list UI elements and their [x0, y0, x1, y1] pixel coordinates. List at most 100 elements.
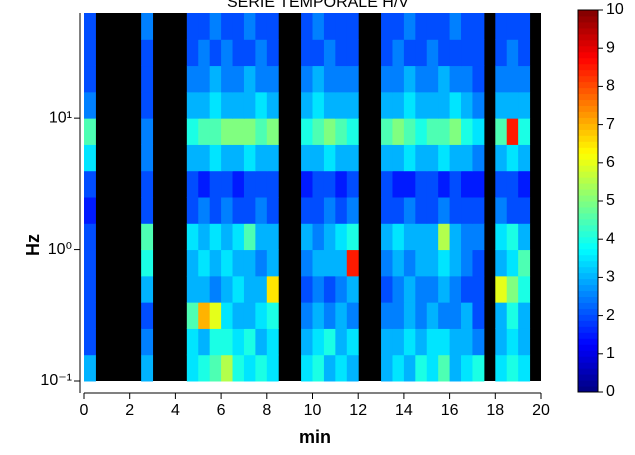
heatmap-cell — [392, 354, 405, 382]
y-axis-label: Hz — [23, 234, 43, 256]
y-tick-label: 10⁻¹ — [40, 372, 72, 389]
heatmap-cell — [141, 223, 154, 251]
heatmap-cell — [198, 144, 211, 172]
heatmap-cell — [255, 39, 268, 67]
heatmap-cell — [403, 13, 416, 40]
heatmap-cell — [403, 39, 416, 67]
heatmap-cell — [335, 354, 348, 382]
colorbar-tick-label: 7 — [606, 116, 615, 133]
heatmap-cell — [392, 65, 405, 93]
heatmap-cell — [266, 144, 279, 172]
heatmap-cell — [438, 118, 451, 145]
heatmap-cell — [335, 13, 348, 40]
heatmap-cell — [449, 354, 462, 382]
heatmap-cell — [84, 223, 96, 251]
heatmap-cell — [266, 118, 279, 145]
heatmap-cell — [381, 328, 393, 356]
heatmap-cell — [266, 13, 279, 40]
heatmap-cell — [392, 223, 405, 251]
heatmap-cell — [301, 354, 313, 382]
heatmap-cell — [438, 144, 451, 172]
heatmap-cell — [495, 91, 508, 119]
colorbar-segment — [578, 21, 598, 29]
colorbar-segment — [578, 195, 598, 202]
heatmap-cell — [426, 197, 439, 224]
colorbar-segment — [578, 171, 598, 178]
colorbar-segment — [578, 105, 598, 112]
heatmap-cell — [221, 39, 234, 67]
heatmap-cell — [495, 39, 508, 67]
heatmap-cell — [232, 223, 245, 251]
colorbar-tick-label: 0 — [606, 383, 615, 400]
heatmap-cell — [221, 197, 234, 224]
heatmap-cell — [301, 13, 313, 40]
heatmap-cell — [438, 13, 451, 40]
heatmap-cell — [449, 118, 462, 145]
heatmap-cell — [232, 144, 245, 172]
heatmap-cell — [426, 223, 439, 251]
heatmap-cell — [232, 91, 245, 119]
heatmap-cell — [301, 144, 313, 172]
heatmap-cell — [243, 39, 256, 67]
colorbar-segment — [578, 33, 598, 41]
heatmap-cell — [461, 170, 473, 198]
heatmap-cell — [415, 249, 428, 277]
colorbar-segment — [578, 260, 598, 268]
heatmap-cell — [472, 39, 485, 67]
heatmap-cell — [381, 65, 393, 93]
heatmap-cell — [449, 65, 462, 93]
heatmap-cell — [209, 65, 222, 93]
heatmap-cell — [255, 13, 268, 40]
colorbar-segment — [578, 338, 598, 345]
heatmap-cell — [426, 354, 439, 382]
heatmap-cell — [495, 197, 508, 224]
heatmap-cell — [84, 302, 96, 329]
heatmap-cell — [198, 13, 211, 40]
heatmap-cell — [255, 144, 268, 172]
heatmap-cell — [255, 223, 268, 251]
heatmap-cell — [84, 197, 96, 224]
heatmap-cell — [243, 249, 256, 277]
heatmap-cell — [198, 302, 211, 329]
heatmap-cell — [518, 118, 531, 145]
heatmap-cell — [301, 118, 313, 145]
heatmap-cell — [381, 354, 393, 382]
heatmap-cell — [495, 354, 508, 382]
heatmap-cell — [415, 197, 428, 224]
heatmap-cell — [403, 223, 416, 251]
heatmap-cell — [209, 13, 222, 40]
heatmap-cell — [472, 118, 485, 145]
colorbar-segment — [578, 87, 598, 95]
heatmap-cell — [461, 13, 473, 40]
heatmap-cell — [323, 302, 336, 329]
heatmap-cell — [403, 328, 416, 356]
heatmap-cell — [381, 223, 393, 251]
heatmap-cell — [84, 328, 96, 356]
heatmap-cell — [392, 118, 405, 145]
colorbar-segment — [578, 368, 598, 375]
heatmap-cell — [255, 170, 268, 198]
heatmap-cell — [426, 275, 439, 303]
colorbar-segment — [578, 218, 598, 226]
colorbar-segment — [578, 39, 598, 47]
heatmap-cell — [381, 197, 393, 224]
heatmap-cell — [426, 91, 439, 119]
heatmap-cell — [415, 302, 428, 329]
colorbar-segment — [578, 201, 598, 208]
heatmap-cell — [186, 197, 199, 224]
heatmap-cell — [346, 354, 359, 382]
heatmap-cell — [221, 354, 234, 382]
heatmap-cell — [141, 275, 154, 303]
colorbar-segment — [578, 75, 598, 83]
heatmap-cell — [221, 170, 234, 198]
heatmap-cell — [141, 144, 154, 172]
heatmap-cell — [323, 170, 336, 198]
heatmap-cell — [449, 39, 462, 67]
heatmap-cell — [198, 354, 211, 382]
heatmap-cell — [403, 144, 416, 172]
heatmap-cell — [243, 170, 256, 198]
heatmap-cell — [346, 197, 359, 224]
x-tick-label: 8 — [262, 402, 271, 419]
colorbar-tick-label: 2 — [606, 307, 615, 324]
heatmap-cell — [335, 249, 348, 277]
